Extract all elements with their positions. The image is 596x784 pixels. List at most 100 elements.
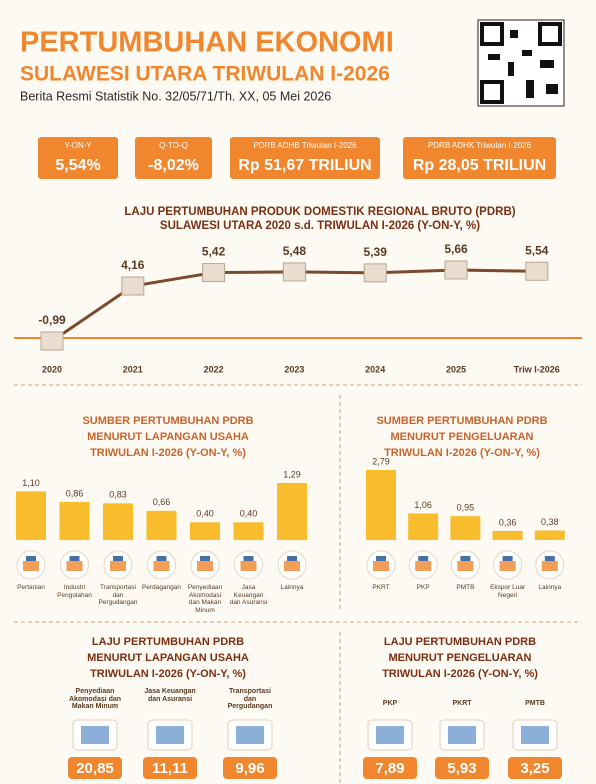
value-label: 1,29: [283, 469, 301, 479]
icon: [110, 561, 126, 571]
indicator-value: -8,02%: [148, 157, 199, 174]
icon: [197, 561, 213, 571]
icon: [415, 561, 432, 571]
chart-title: LAJU PERTUMBUHAN PDRB: [384, 636, 536, 648]
x-tick-label: 2023: [284, 364, 304, 374]
icon: [66, 561, 83, 571]
indicator-value: Rp 28,05 TRILIUN: [413, 157, 546, 174]
chart-title: TRIWULAN I-2026 (Y-ON-Y, %): [384, 447, 540, 459]
point: [282, 262, 306, 282]
category-label: Jasa Keuangan dan Asuransi: [229, 584, 268, 606]
icon: [26, 556, 36, 561]
value-box: [435, 757, 489, 779]
category-label: PMTB: [525, 700, 545, 707]
bar: [534, 530, 565, 540]
value-box: [363, 757, 417, 779]
point: [202, 263, 226, 283]
indicator-box: [135, 137, 212, 179]
value-label: 0,86: [66, 488, 84, 498]
chart-title: SULAWESI UTARA 2020 s.d. TRIWULAN I-2026…: [160, 220, 480, 232]
icon: [376, 556, 386, 561]
point: [363, 263, 387, 283]
indicator-label: Y-ON-Y: [64, 141, 92, 150]
indicator-label: Q-TO-Q: [159, 141, 188, 150]
qr-code: [477, 19, 565, 107]
icon: [113, 556, 123, 561]
value-label: 1,06: [414, 500, 432, 510]
release: Berita Resmi Statistik No. 32/05/71/Th. …: [20, 89, 331, 103]
icon: [541, 561, 558, 571]
chart-title: MENURUT LAPANGAN USAHA: [87, 431, 249, 443]
icon: [153, 561, 170, 571]
indicator-box: [230, 137, 380, 179]
point: [525, 261, 549, 281]
chart-title: SUMBER PERTUMBUHAN PDRB: [82, 415, 253, 427]
chart-title: LAJU PERTUMBUHAN PDRB: [92, 636, 244, 648]
chart-title: TRIWULAN I-2026 (Y-ON-Y, %): [382, 668, 538, 680]
chart-title: SUMBER PERTUMBUHAN PDRB: [376, 415, 547, 427]
category-label: PKP: [382, 700, 398, 707]
bar: [492, 530, 523, 540]
chart-title: TRIWULAN I-2026 (Y-ON-Y, %): [90, 447, 246, 459]
point: [444, 260, 468, 280]
x-tick-label: 2022: [204, 364, 224, 374]
category-label: Jasa Keuangan dan Asuransi: [144, 688, 196, 703]
value-label: 5,66: [444, 242, 468, 256]
category-label: PKRT: [452, 700, 472, 707]
value-label: 5,54: [525, 243, 549, 257]
icon: [499, 561, 516, 571]
category-label: PKP: [416, 584, 430, 591]
subtitle: SULAWESI UTARA TRIWULAN I-2026: [20, 63, 390, 86]
icon: [448, 726, 476, 744]
value-label: 0,95: [457, 503, 475, 513]
indicator-box: [38, 137, 118, 179]
highlight-value: 3,25: [520, 760, 549, 777]
indicator-label: PDRB ADHK Triwulan I-2026: [428, 141, 532, 150]
bar: [146, 510, 177, 540]
indicator-value: 5,54%: [55, 157, 100, 174]
bar: [277, 483, 307, 540]
icon: [236, 726, 264, 744]
icon: [521, 726, 549, 744]
bar: [190, 522, 220, 540]
value-label: 5,42: [202, 245, 226, 259]
category-label: Transportasi dan Pergudangan: [98, 584, 138, 606]
x-tick-label: 2024: [365, 364, 385, 374]
icon: [156, 726, 184, 744]
value-label: 5,48: [283, 244, 307, 258]
icon: [460, 556, 471, 561]
chart-title: MENURUT PENGELUARAN: [391, 431, 534, 443]
icon: [243, 556, 254, 561]
highlight-value: 20,85: [76, 760, 114, 777]
bar: [450, 516, 481, 540]
point: [40, 331, 64, 351]
indicator-value: Rp 51,67 TRILIUN: [238, 157, 371, 174]
chart-title: MENURUT PENGELUARAN: [389, 652, 532, 664]
value-label: 0,83: [109, 490, 127, 500]
bar: [59, 502, 90, 540]
x-tick-label: 2021: [123, 364, 143, 374]
icon: [200, 556, 210, 561]
value-label: 0,36: [499, 517, 517, 527]
value-box: [143, 757, 197, 779]
highlight-value: 5,93: [447, 760, 476, 777]
point: [121, 276, 145, 296]
icon: [376, 726, 404, 744]
value-label: -0,99: [38, 313, 66, 327]
category-label: Penyediaan Akomodasi dan Makan Minum: [68, 688, 122, 710]
icon: [418, 556, 429, 561]
bar: [233, 522, 264, 540]
icon: [23, 561, 39, 571]
icon: [457, 561, 474, 571]
value-label: 0,38: [541, 517, 559, 527]
icon: [81, 726, 109, 744]
indicator-label: PDRB ADHB Triwulan I-2026: [253, 141, 357, 150]
bar: [408, 513, 439, 540]
value-box: [223, 757, 277, 779]
icon: [544, 556, 555, 561]
category-label: Lainnya: [280, 584, 304, 591]
bar: [366, 470, 396, 540]
highlight-value: 7,89: [375, 760, 404, 777]
